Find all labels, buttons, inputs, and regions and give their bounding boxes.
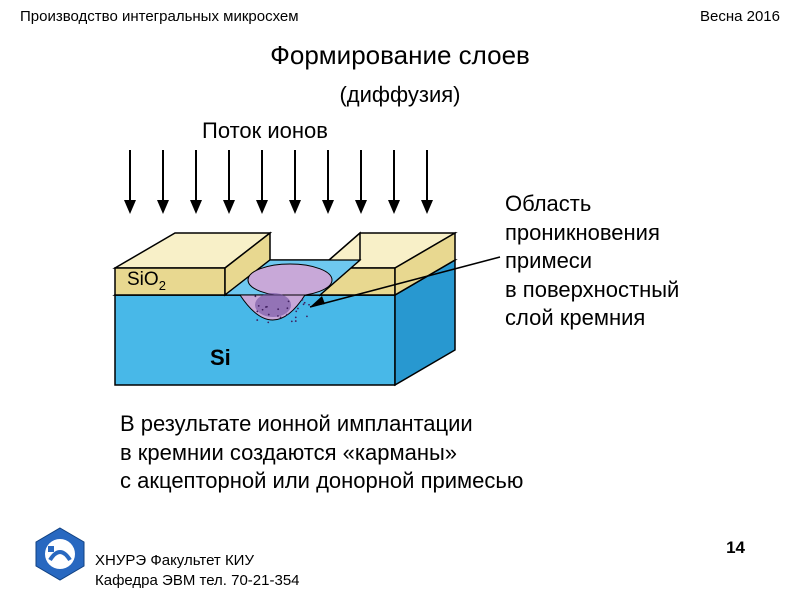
university-logo-icon: [32, 526, 88, 582]
region-pointer-arrow: [300, 252, 510, 322]
ion-flow-label: Поток ионов: [202, 118, 328, 144]
header-left: Производство интегральных микросхем: [20, 8, 299, 25]
page-title: Формирование слоев: [0, 40, 800, 71]
sio2-label: SiO2: [127, 269, 166, 293]
page-number: 14: [726, 538, 745, 558]
si-label: Si: [210, 345, 231, 371]
page-subtitle: (диффузия): [0, 82, 800, 108]
result-label: В результате ионной имплантациив кремнии…: [120, 410, 523, 496]
footer-text: ХНУРЭ Факультет КИУ Кафедра ЭВМ тел. 70-…: [95, 551, 300, 590]
header-right: Весна 2016: [700, 8, 780, 25]
region-label: Областьпроникновенияпримесив поверхностн…: [505, 190, 679, 333]
ion-arrows: [120, 150, 480, 225]
